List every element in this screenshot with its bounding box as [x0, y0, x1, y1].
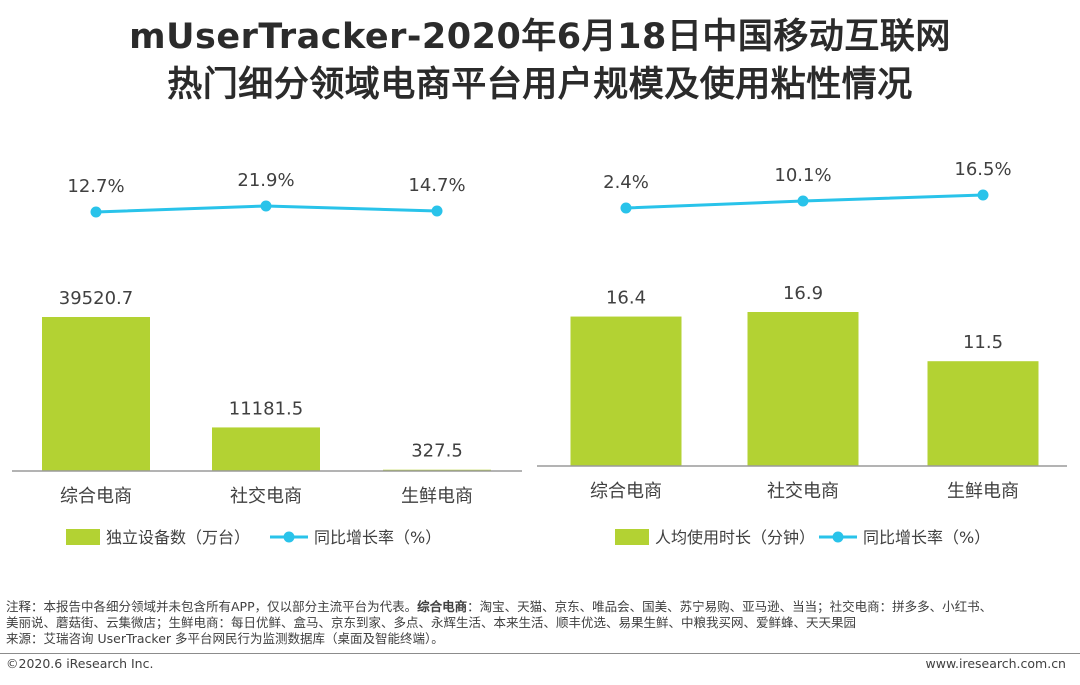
growth-point-1 — [90, 206, 102, 218]
growth-value-label: 14.7% — [408, 175, 465, 196]
legend-line-label: 同比增长率（%） — [863, 528, 990, 547]
growth-point-2 — [260, 200, 272, 212]
bar-value-label: 11181.5 — [229, 398, 303, 419]
legend-line-label: 同比增长率（%） — [314, 528, 441, 547]
bar-1 — [570, 316, 682, 466]
growth-value-label: 21.9% — [237, 170, 294, 191]
right-chart: 16.4 16.9 11.5 综合电商 社交电商 生鲜电商 2.4% 10.1% 16.5% 人均… — [537, 159, 1067, 547]
growth-point-2 — [797, 195, 809, 207]
growth-value-label: 10.1% — [774, 165, 831, 186]
category-label: 社交电商 — [230, 486, 302, 507]
category-label: 综合电商 — [590, 481, 662, 502]
bar-2 — [212, 427, 320, 471]
source-note: 来源：艾瑞咨询 UserTracker 多平台网民行为监测数据库（桌面及智能终端… — [6, 631, 444, 646]
bar-2 — [747, 312, 859, 466]
bar-value-label: 327.5 — [411, 441, 463, 462]
bar-value-label: 11.5 — [963, 332, 1003, 353]
category-label: 生鲜电商 — [401, 486, 473, 507]
note-line-2: 美丽说、蘑菇街、云集微店；生鲜电商：每日优鲜、盒马、京东到家、多点、永辉生活、本… — [6, 615, 857, 630]
legend-line-marker — [283, 531, 295, 543]
legend-bar-swatch — [66, 529, 100, 545]
growth-value-label: 2.4% — [603, 172, 649, 193]
legend-bar-label: 人均使用时长（分钟） — [655, 528, 815, 547]
legend-line-marker — [832, 531, 844, 543]
legend-bar-label: 独立设备数（万台） — [106, 528, 250, 547]
bar-value-label: 39520.7 — [59, 288, 133, 309]
bar-value-label: 16.9 — [783, 283, 823, 304]
left-chart: 39520.7 11181.5 327.5 综合电商 社交电商 生鲜电商 12.7% 21.9… — [12, 170, 522, 547]
footer-website[interactable]: www.iresearch.com.cn — [925, 656, 1067, 671]
legend-bar-swatch — [615, 529, 649, 545]
bar-1 — [42, 317, 150, 471]
growth-point-3 — [977, 189, 989, 201]
category-label: 综合电商 — [60, 486, 132, 507]
bar-value-label: 16.4 — [606, 288, 646, 309]
growth-point-3 — [431, 205, 443, 217]
growth-point-1 — [620, 202, 632, 214]
title-line-1: mUserTracker-2020年6月18日中国移动互联网 — [129, 17, 951, 57]
growth-value-label: 16.5% — [954, 159, 1011, 180]
note-line-1: 注释：本报告中各细分领域并未包含所有APP，仅以部分主流平台为代表。综合电商：淘… — [6, 599, 993, 614]
category-label: 社交电商 — [767, 481, 839, 502]
bar-3 — [927, 361, 1039, 466]
chart-area: 39520.7 11181.5 327.5 综合电商 社交电商 生鲜电商 12.7% 21.9… — [12, 159, 1067, 547]
footer-divider — [0, 653, 1080, 654]
title-line-2: 热门细分领域电商平台用户规模及使用粘性情况 — [167, 65, 913, 105]
category-label: 生鲜电商 — [947, 481, 1019, 502]
footer-copyright: ©2020.6 iResearch Inc. — [6, 656, 154, 671]
growth-value-label: 12.7% — [67, 176, 124, 197]
